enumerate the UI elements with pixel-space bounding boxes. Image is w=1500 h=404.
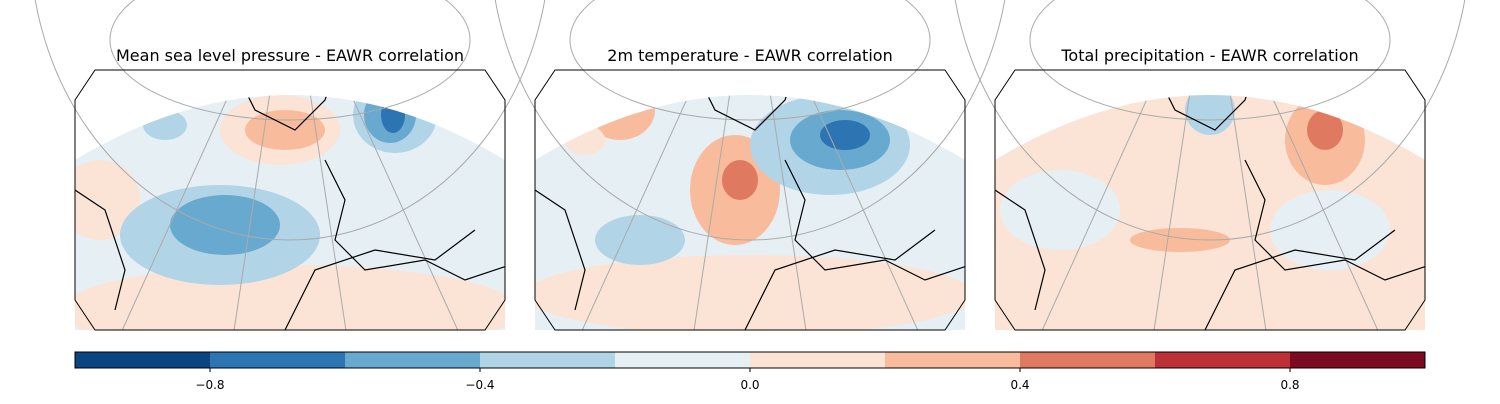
map-frame — [74, 69, 506, 331]
graticule — [1209, 95, 1267, 330]
graticule — [581, 95, 751, 330]
correlation-region — [595, 215, 685, 265]
correlation-region — [1270, 190, 1390, 270]
colorbar-tick-label: −0.8 — [195, 378, 224, 392]
coastline — [995, 95, 1425, 330]
map-frame — [534, 69, 966, 331]
map — [535, 95, 965, 330]
colorbar-swatch — [210, 352, 345, 368]
correlation-region — [143, 110, 187, 140]
graticule — [289, 95, 347, 330]
graticule — [1029, 0, 1391, 121]
graticule — [954, 0, 1466, 241]
colorbar-swatch — [1020, 352, 1155, 368]
graticule — [121, 95, 291, 330]
correlation-region — [535, 255, 965, 330]
graticule — [289, 95, 459, 330]
correlation-region — [722, 160, 758, 200]
correlation-region — [820, 120, 870, 150]
map — [75, 95, 505, 330]
graticule — [569, 0, 931, 121]
graticule — [1041, 95, 1211, 330]
correlation-region — [1130, 228, 1230, 252]
panel-title: Total precipitation - EAWR correlation — [1060, 46, 1358, 65]
correlation-region — [1307, 110, 1343, 150]
panel-title: 2m temperature - EAWR correlation — [607, 46, 892, 65]
colorbar-swatch — [885, 352, 1020, 368]
colorbar-swatch — [480, 352, 615, 368]
correlation-region — [170, 195, 280, 255]
colorbar-swatch — [1155, 352, 1290, 368]
colorbar-tick-label: 0.4 — [1010, 378, 1029, 392]
coastline — [75, 95, 505, 330]
colorbar-tick-label: −0.4 — [465, 378, 494, 392]
panel-title: Mean sea level pressure - EAWR correlati… — [116, 46, 464, 65]
correlation-region — [1000, 170, 1120, 250]
map — [995, 95, 1425, 330]
colorbar-swatch — [750, 352, 885, 368]
graticule — [109, 0, 471, 121]
graticule — [693, 95, 751, 330]
graticule — [749, 95, 919, 330]
graticule — [749, 95, 807, 330]
correlation-region — [245, 110, 325, 150]
coastline — [535, 95, 965, 330]
graticule — [1153, 95, 1211, 330]
colorbar-swatch — [75, 352, 210, 368]
colorbar-swatch — [615, 352, 750, 368]
colorbar-tick-label: 0.8 — [1280, 378, 1299, 392]
correlation-region — [565, 125, 605, 155]
correlation-region — [75, 265, 505, 330]
colorbar-swatch — [345, 352, 480, 368]
graticule — [233, 95, 291, 330]
map-frame — [994, 69, 1426, 331]
graticule — [34, 0, 546, 241]
correlation-region — [75, 160, 140, 240]
graticule — [494, 0, 1006, 241]
graticule — [1209, 95, 1379, 330]
colorbar-tick-label: 0.0 — [740, 378, 759, 392]
colorbar-swatch — [1290, 352, 1425, 368]
